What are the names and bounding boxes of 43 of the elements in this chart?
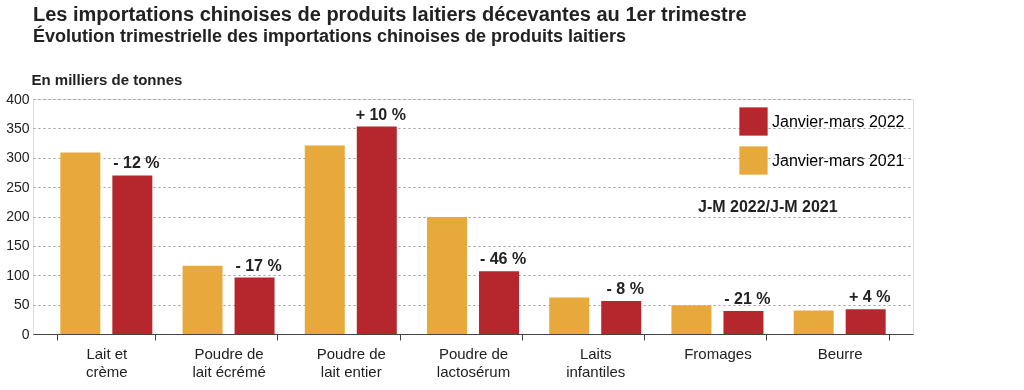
bar [671,305,712,334]
annotation: - 8 % [606,280,644,298]
x-tick-label: Lait et crème [85,344,129,380]
x-tick-label: Poudre de lactosérum [436,344,511,380]
annotation: + 4 % [848,288,891,306]
y-tick-label: 100 [6,266,30,283]
bar [793,310,834,334]
y-tick-label: 0 [21,325,30,342]
chart-title: Les importations chinoises de produits laitiers décevantes au 1er trimestre [33,3,747,25]
y-tick-label: 250 [6,178,30,195]
bar [601,301,642,334]
bar [356,126,397,334]
bar [182,265,223,334]
y-tick-label: 150 [6,237,30,254]
bar [60,152,101,334]
bar [845,309,886,334]
annotation: - 12 % [113,154,160,172]
x-tick-label: Poudre de lait écrémé [192,344,266,380]
bar [479,271,519,334]
bar [304,145,345,334]
bar [234,277,275,334]
bar [427,217,467,334]
legend-label: Janvier-mars 2021 [772,151,905,169]
annotation: + 10 % [355,105,406,123]
y-tick-label: 200 [6,208,30,224]
x-tick-label: Beurre [817,344,863,362]
legend-label: Janvier-mars 2022 [772,112,905,130]
bar [723,311,764,334]
annotation: - 21 % [724,290,771,308]
y-tick-label: 50 [13,296,30,313]
bar [112,175,153,334]
annotation: - 17 % [235,256,282,274]
y-tick-label: 300 [6,149,30,166]
annotation: - 46 % [479,250,527,268]
y-axis-title: En milliers de tonnes [31,70,183,88]
chart-subtitle: Évolution trimestrielle des importations chinoises de produits laitiers [33,25,627,46]
y-tick-label: 400 [6,90,30,107]
bar [549,297,590,334]
x-tick-label: Fromages [684,344,752,362]
x-tick-label: Poudre de lait entier [316,344,386,380]
y-tick-label: 350 [6,119,30,136]
annotation: J-M 2022/J-M 2021 [698,198,838,215]
x-tick-label: Laits infantiles [566,344,626,380]
